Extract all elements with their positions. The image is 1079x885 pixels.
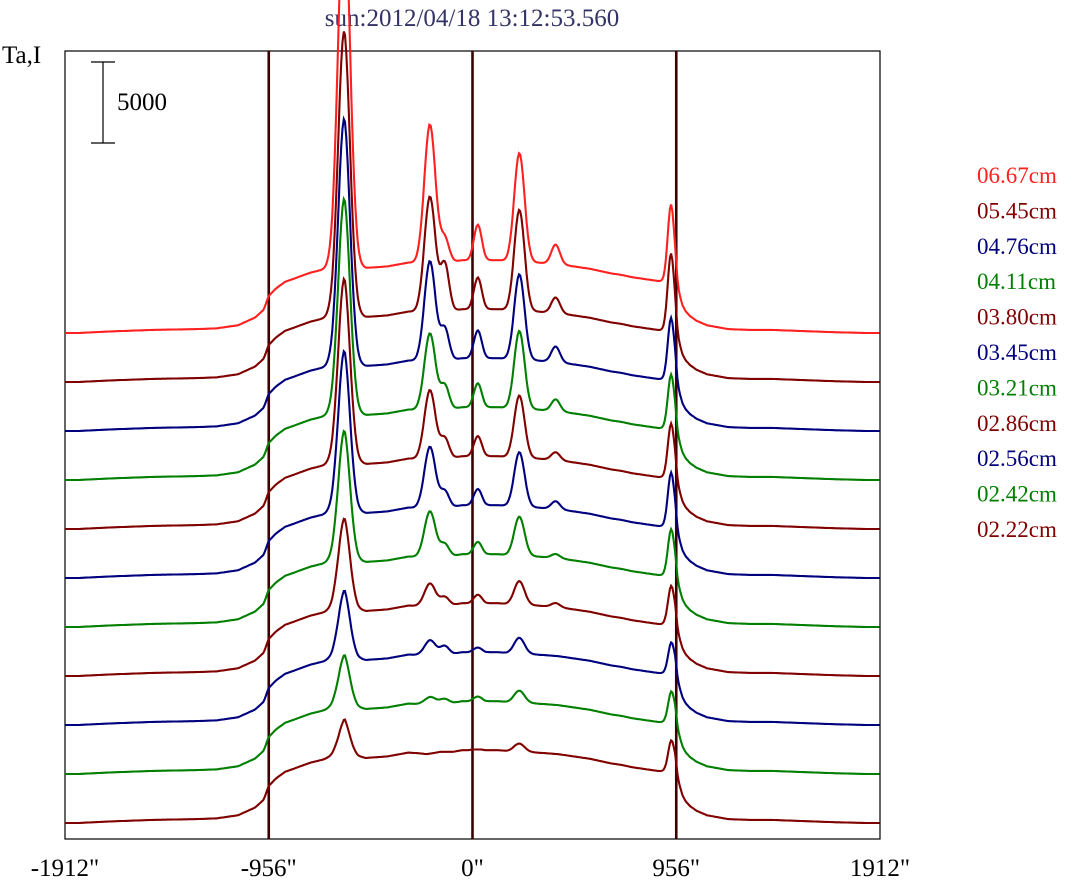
legend-entry: 06.67cm xyxy=(977,163,1057,188)
scale-bar-label: 5000 xyxy=(117,89,167,116)
series-line-02.22cm xyxy=(65,718,880,825)
legend-entry: 04.11cm xyxy=(977,269,1056,294)
series-line-02.42cm xyxy=(65,654,880,776)
series-line-03.45cm xyxy=(65,348,880,580)
chart-title: sun:2012/04/18 13:12:53.560 xyxy=(325,5,619,32)
series-line-04.76cm xyxy=(65,115,880,433)
series-line-03.21cm xyxy=(65,429,880,629)
legend: 06.67cm 05.45cm 04.76cm 04.11cm 03.80cm 03.45… xyxy=(977,163,1057,542)
legend-entry: 02.42cm xyxy=(977,482,1057,507)
y-axis-label: Ta,I xyxy=(2,42,41,69)
legend-entry: 02.86cm xyxy=(977,411,1057,436)
legend-entry: 02.56cm xyxy=(977,446,1057,471)
series-line-06.67cm xyxy=(65,0,880,335)
legend-entry: 02.22cm xyxy=(977,517,1057,542)
x-tick-label: -1912" xyxy=(31,855,100,882)
legend-entry: 04.76cm xyxy=(977,234,1057,259)
series-line-03.80cm xyxy=(65,276,880,531)
x-tick-label: 0" xyxy=(461,855,484,882)
legend-entry: 03.21cm xyxy=(977,375,1057,400)
scale-bar: 5000 xyxy=(91,61,167,144)
series-line-02.86cm xyxy=(65,517,880,678)
legend-entry: 03.80cm xyxy=(977,305,1057,330)
x-tick-label: 1912" xyxy=(850,855,910,882)
series-group xyxy=(65,0,880,825)
x-axis-ticks: -1912" -956" 0" 956" 1912" xyxy=(31,855,910,882)
series-line-05.45cm xyxy=(65,31,880,384)
x-tick-label: -956" xyxy=(241,855,297,882)
x-tick-label: 956" xyxy=(652,855,700,882)
series-line-04.11cm xyxy=(65,195,880,482)
legend-entry: 05.45cm xyxy=(977,198,1057,223)
series-line-02.56cm xyxy=(65,590,880,727)
legend-entry: 03.45cm xyxy=(977,340,1057,365)
